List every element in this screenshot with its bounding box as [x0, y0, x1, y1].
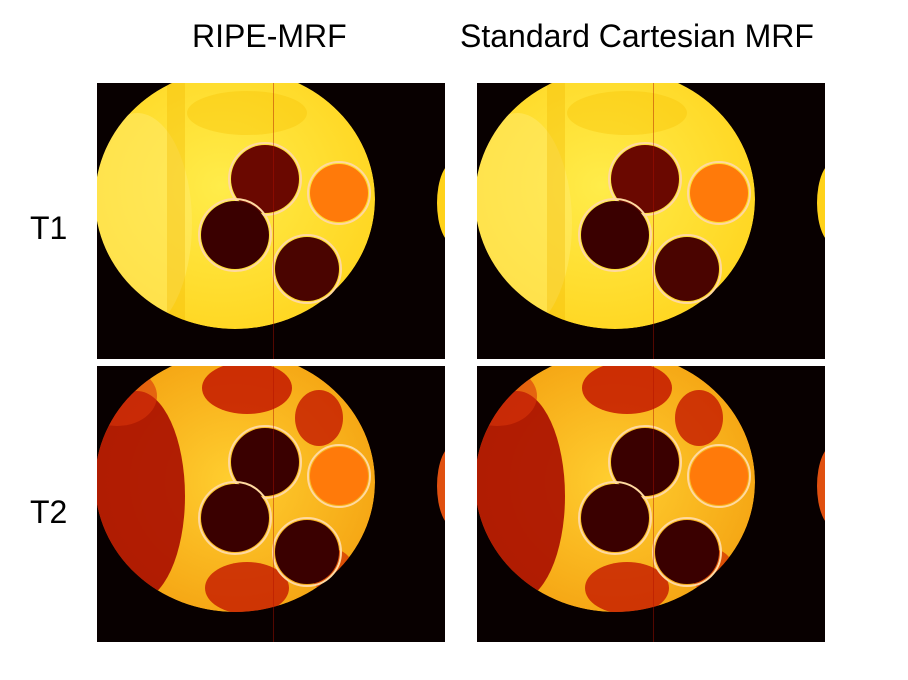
t1-map-ripe-mrf [97, 83, 445, 359]
row-label-t2: T2 [30, 494, 68, 530]
t2-map-ripe-mrf [97, 366, 445, 642]
column-title-ripe-mrf: RIPE-MRF [192, 18, 347, 54]
row-label-t1: T1 [30, 210, 68, 246]
t1-map-standard-cartesian-mrf [477, 83, 825, 359]
t2-map-standard-cartesian-mrf [477, 366, 825, 642]
column-title-standard-cartesian-mrf: Standard Cartesian MRF [460, 18, 814, 54]
